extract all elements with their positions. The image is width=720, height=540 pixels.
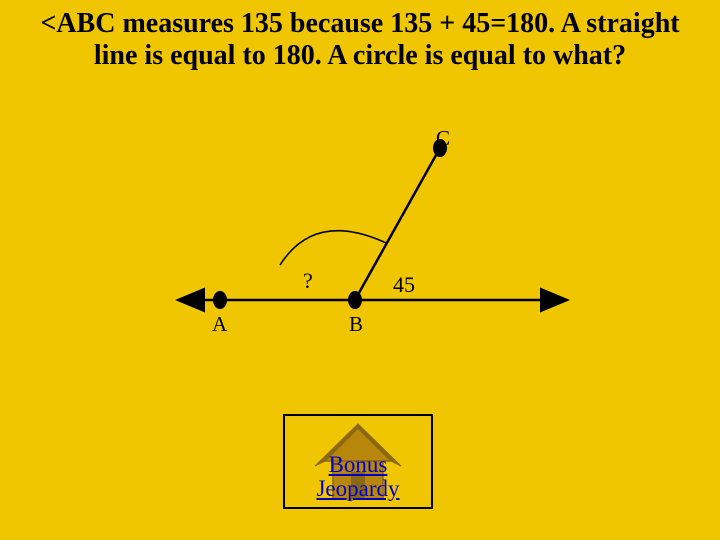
bonus-link-text: Bonus Jeopardy: [316, 453, 399, 501]
label-c: C: [436, 126, 450, 151]
label-unknown: ?: [303, 268, 313, 294]
bonus-jeopardy-button[interactable]: Bonus Jeopardy: [283, 414, 433, 509]
point-b: [348, 291, 362, 309]
question-text: <ABC measures 135 because 135 + 45=180. …: [0, 0, 720, 72]
label-45: 45: [393, 272, 415, 298]
label-b: B: [349, 312, 363, 337]
question-content: <ABC measures 135 because 135 + 45=180. …: [40, 8, 679, 71]
label-a: A: [212, 312, 227, 337]
angle-arc: [280, 231, 387, 265]
point-a: [213, 291, 227, 309]
bonus-line1: Bonus: [329, 452, 388, 477]
angle-diagram: A B C 45 ?: [160, 130, 580, 350]
bonus-line2: Jeopardy: [316, 476, 399, 501]
